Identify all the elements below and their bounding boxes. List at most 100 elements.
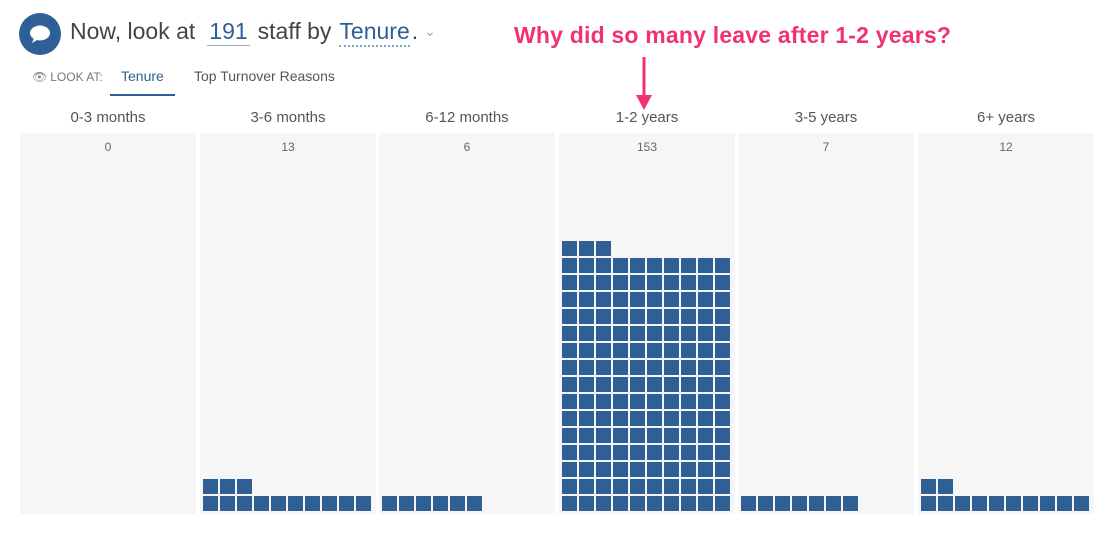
staff-square [630,258,645,273]
staff-square [809,496,824,511]
staff-square [630,445,645,460]
staff-square [322,496,337,511]
staff-square [647,496,662,511]
chat-bubble-icon [19,13,61,55]
staff-square [664,360,679,375]
staff-square [792,496,807,511]
staff-square [741,496,756,511]
tenure-column: 6-12 months 6 [379,109,555,514]
tab-top-turnover-reasons[interactable]: Top Turnover Reasons [194,68,335,84]
square-grid [921,479,1091,511]
staff-square [715,445,730,460]
staff-square [467,496,482,511]
staff-square [698,428,713,443]
staff-square [1023,496,1038,511]
staff-square [630,428,645,443]
chevron-down-icon[interactable]: ⌄ [424,23,436,39]
column-panel: 153 [559,133,735,514]
staff-square [562,326,577,341]
staff-square [681,275,696,290]
staff-square [681,462,696,477]
staff-square [664,309,679,324]
staff-square [613,343,628,358]
square-grid [203,479,373,511]
headline-period: . [411,18,419,44]
category-label: 1-2 years [615,109,679,126]
staff-square [579,258,594,273]
staff-square [758,496,773,511]
staff-count[interactable]: 191 [207,18,250,46]
staff-square [698,496,713,511]
staff-square [681,343,696,358]
staff-square [647,309,662,324]
staff-square [562,275,577,290]
staff-square [596,360,611,375]
category-label: 6+ years [977,109,1035,126]
column-panel: 6 [379,133,555,514]
staff-square [938,496,953,511]
staff-square [681,496,696,511]
staff-square [613,326,628,341]
staff-square [596,275,611,290]
look-at-label: 👁 LOOK AT: [32,70,103,84]
staff-square [579,462,594,477]
staff-square [562,360,577,375]
tab-tenure[interactable]: Tenure [110,68,175,96]
staff-square [613,428,628,443]
eye-icon: 👁 [32,70,48,84]
staff-square [562,343,577,358]
headline: Now, look at 191 staff by Tenure . ⌄ [70,18,436,52]
staff-square [698,394,713,409]
staff-square [698,411,713,426]
staff-square [647,360,662,375]
callout-text: Why did so many leave after 1-2 years? [514,22,952,48]
staff-square [698,377,713,392]
staff-square [715,292,730,307]
staff-square [579,377,594,392]
staff-square [596,343,611,358]
staff-square [630,309,645,324]
staff-square [664,479,679,494]
staff-square [596,326,611,341]
staff-square [596,479,611,494]
staff-square [562,377,577,392]
staff-square [399,496,414,511]
staff-square [562,394,577,409]
staff-square [664,326,679,341]
square-grid [741,496,911,511]
staff-square [613,309,628,324]
staff-square [630,343,645,358]
staff-square [630,411,645,426]
staff-square [647,258,662,273]
staff-square [613,496,628,511]
staff-square [203,496,218,511]
staff-square [775,496,790,511]
staff-square [664,292,679,307]
staff-square [698,462,713,477]
staff-square [254,496,269,511]
column-panel: 12 [918,133,1094,514]
staff-square [1006,496,1021,511]
tenure-column: 6+ years 12 [918,109,1094,514]
staff-square [681,309,696,324]
staff-square [698,292,713,307]
category-label: 0-3 months [70,109,146,126]
staff-square [698,326,713,341]
dimension-selector[interactable]: Tenure [339,18,410,47]
staff-square [647,326,662,341]
staff-square [596,462,611,477]
staff-square [647,275,662,290]
staff-square [237,496,252,511]
staff-square [843,496,858,511]
staff-square [596,428,611,443]
staff-square [203,479,218,494]
staff-square [664,343,679,358]
staff-square [715,326,730,341]
staff-square [288,496,303,511]
staff-square [630,479,645,494]
staff-square [715,275,730,290]
staff-square [664,377,679,392]
staff-square [613,462,628,477]
staff-square [613,360,628,375]
staff-square [647,445,662,460]
